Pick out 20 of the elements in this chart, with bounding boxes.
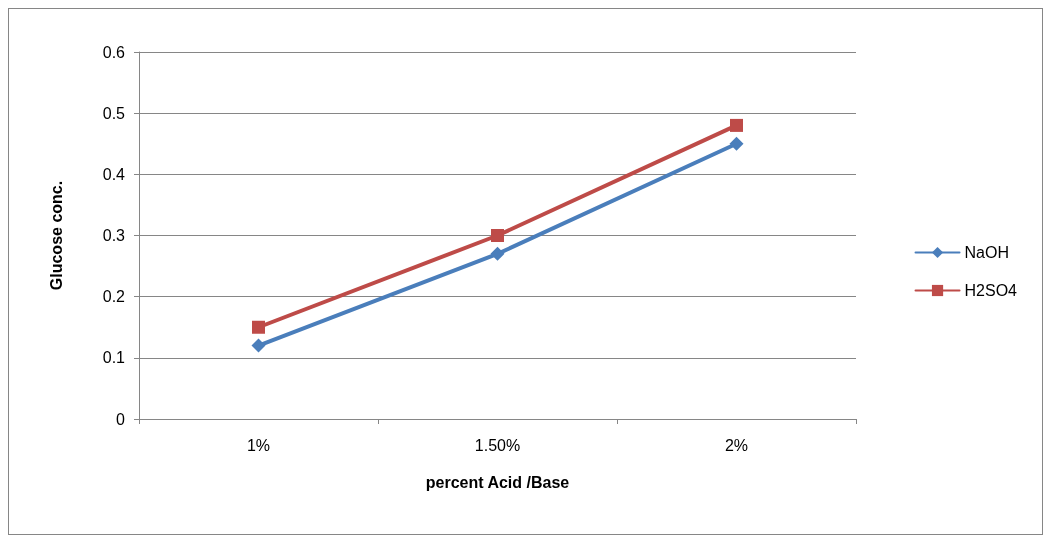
y-tick-label: 0.6 xyxy=(102,43,126,61)
legend-label: H2SO4 xyxy=(964,282,1018,299)
legend-label: NaOH xyxy=(964,244,1009,261)
y-tick-label: 0.3 xyxy=(102,227,126,244)
y-tick-label: 0 xyxy=(116,410,126,428)
y-axis-title: Glucose conc. xyxy=(47,180,65,291)
y-tick-label: 0.5 xyxy=(102,104,126,122)
point xyxy=(252,320,265,334)
x-tick-label: 1% xyxy=(246,436,271,454)
x-tick-label: 2% xyxy=(724,436,749,454)
point xyxy=(730,118,743,132)
x-tick-label: 1.50% xyxy=(474,436,521,454)
point xyxy=(491,229,504,242)
y-tick-label: 0.4 xyxy=(102,165,126,183)
y-tick-label: 0.2 xyxy=(102,288,126,306)
y-tick-label: 0.1 xyxy=(102,349,126,367)
point xyxy=(729,136,744,151)
x-axis-title: percent Acid /Base xyxy=(425,473,570,491)
point xyxy=(251,338,266,353)
point xyxy=(490,246,505,261)
